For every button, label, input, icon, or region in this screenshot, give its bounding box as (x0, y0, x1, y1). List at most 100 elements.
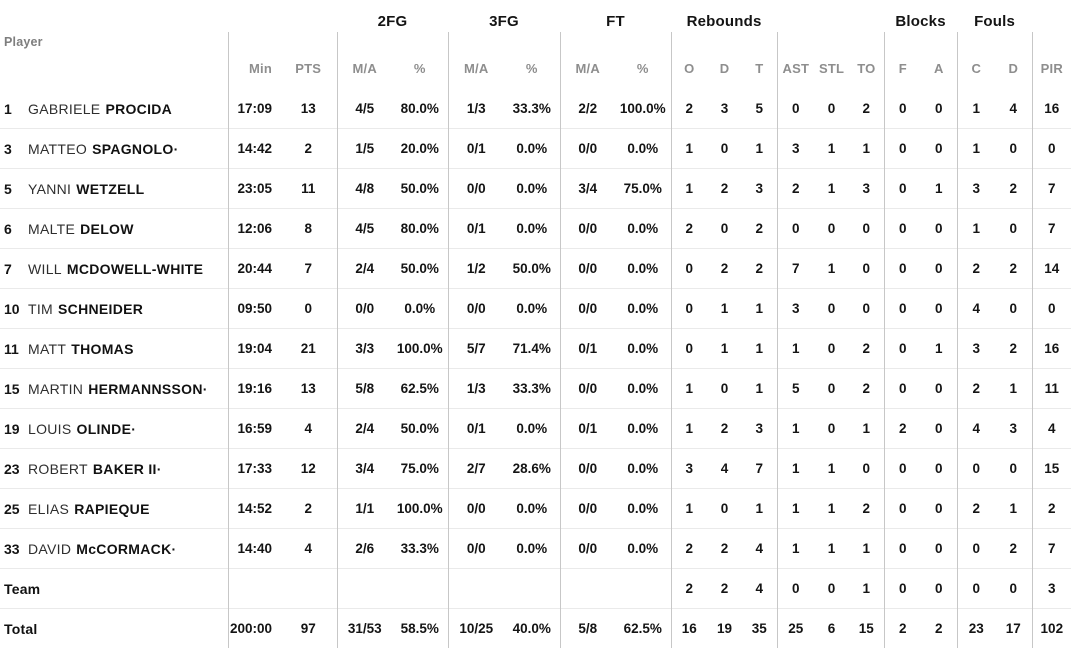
player-first-name: GABRIELE (28, 101, 100, 117)
stat-reb-t: 1 (742, 329, 777, 369)
stat-blk-a: 0 (921, 289, 957, 329)
stat-min: 14:42 (228, 129, 280, 169)
stat-3fg-pct: 71.4% (504, 329, 560, 369)
stat-to: 2 (849, 329, 884, 369)
stat-reb-d: 4 (707, 449, 742, 489)
stat-reb-d: 2 (707, 249, 742, 289)
stat-3fg-pct: 0.0% (504, 489, 560, 529)
jersey-number: 25 (4, 501, 28, 517)
stat-3fg-pct: 0.0% (504, 289, 560, 329)
group-2fg: 2FG (337, 0, 448, 32)
stat-to: 2 (849, 369, 884, 409)
stat-foul-d: 17 (995, 609, 1032, 648)
stat-pts: 7 (280, 249, 337, 289)
col-reb-d: D (707, 32, 742, 89)
stat-blk-f: 0 (884, 129, 921, 169)
stat-blk-a: 0 (921, 489, 957, 529)
player-first-name: MATT (28, 341, 66, 357)
stat-ast: 1 (777, 449, 814, 489)
stat-reb-t: 4 (742, 529, 777, 569)
player-last-name: HERMANNSSON· (88, 381, 208, 397)
summary-label: Total (0, 609, 228, 648)
stat-pts: 8 (280, 209, 337, 249)
jersey-number: 11 (4, 341, 28, 357)
stat-pts: 4 (280, 409, 337, 449)
stat-3fg-ma: 2/7 (448, 449, 504, 489)
stat-ast: 1 (777, 329, 814, 369)
stat-ast: 25 (777, 609, 814, 648)
stat-foul-c: 1 (957, 129, 995, 169)
stat-foul-d: 2 (995, 169, 1032, 209)
stat-3fg-ma: 10/25 (448, 609, 504, 648)
stat-2fg-pct: 33.3% (392, 529, 448, 569)
stat-to: 2 (849, 489, 884, 529)
player-first-name: DAVID (28, 541, 71, 557)
stat-ft-ma: 0/0 (560, 129, 615, 169)
stat-foul-c: 2 (957, 249, 995, 289)
stat-pts: 4 (280, 529, 337, 569)
stat-foul-c: 0 (957, 449, 995, 489)
stat-reb-o: 2 (671, 569, 707, 609)
jersey-number: 23 (4, 461, 28, 477)
jersey-number: 10 (4, 301, 28, 317)
stat-ast: 0 (777, 209, 814, 249)
stat-ft-pct: 0.0% (615, 369, 671, 409)
stat-2fg-ma: 4/5 (337, 89, 392, 129)
stat-min: 12:06 (228, 209, 280, 249)
stat-to: 1 (849, 409, 884, 449)
stat-to: 0 (849, 289, 884, 329)
stat-ast: 5 (777, 369, 814, 409)
stat-ft-pct: 0.0% (615, 329, 671, 369)
stat-reb-t: 1 (742, 489, 777, 529)
stat-to: 15 (849, 609, 884, 648)
stat-blk-a: 0 (921, 449, 957, 489)
col-blk-a: A (921, 32, 957, 89)
jersey-number: 1 (4, 101, 28, 117)
stat-ft-pct: 0.0% (615, 489, 671, 529)
group-blocks: Blocks (884, 0, 957, 32)
stat-min (228, 569, 280, 609)
stat-pir: 3 (1032, 569, 1071, 609)
stat-pir: 15 (1032, 449, 1071, 489)
col-reb-t: T (742, 32, 777, 89)
group-fouls: Fouls (957, 0, 1032, 32)
jersey-number: 5 (4, 181, 28, 197)
stat-blk-f: 2 (884, 409, 921, 449)
col-3fg-pct: % (504, 32, 560, 89)
col-2fg-pct: % (392, 32, 448, 89)
player-first-name: WILL (28, 261, 62, 277)
col-ft-ma: M/A (560, 32, 615, 89)
stat-stl: 0 (814, 89, 849, 129)
stat-reb-o: 1 (671, 369, 707, 409)
stat-ft-pct: 62.5% (615, 609, 671, 648)
stat-blk-a: 1 (921, 169, 957, 209)
stat-pir: 7 (1032, 169, 1071, 209)
stat-blk-a: 0 (921, 129, 957, 169)
stat-ast: 0 (777, 569, 814, 609)
stat-pts: 2 (280, 129, 337, 169)
group-spacer (0, 0, 337, 32)
player-last-name: McCORMACK· (76, 541, 176, 557)
stat-2fg-ma: 0/0 (337, 289, 392, 329)
stat-reb-d: 0 (707, 129, 742, 169)
stat-ft-pct: 100.0% (615, 89, 671, 129)
stat-blk-a: 0 (921, 569, 957, 609)
stat-pts: 0 (280, 289, 337, 329)
